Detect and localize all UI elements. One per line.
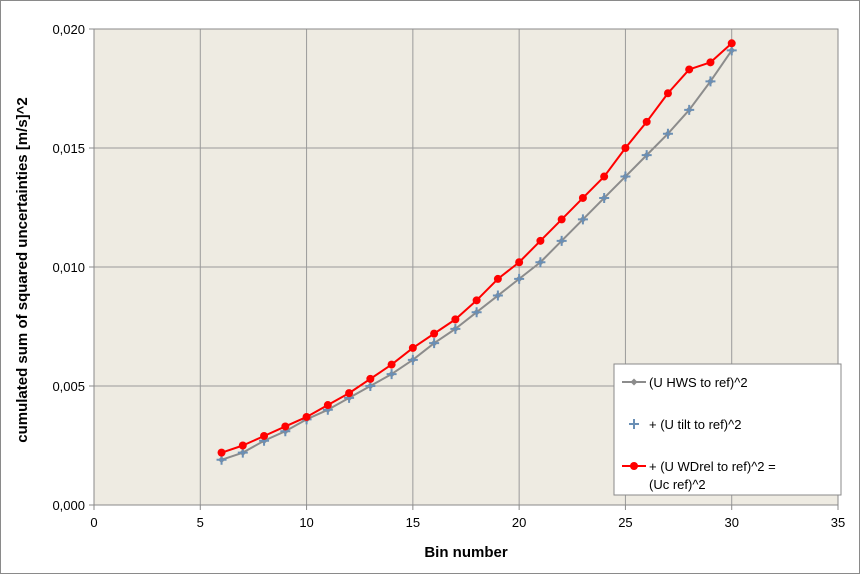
x-tick-label: 10: [299, 515, 313, 530]
series-3-point: [578, 193, 587, 202]
series-3-point: [451, 315, 460, 324]
legend-label: (U HWS to ref)^2: [649, 375, 748, 390]
x-tick-label: 5: [197, 515, 204, 530]
series-3-point: [345, 389, 354, 398]
x-axis-ticks: 0 5 10 15 20 25 30 35: [90, 505, 845, 530]
series-3-point: [387, 360, 396, 369]
series-2-point: [386, 369, 397, 380]
series-3: [217, 39, 736, 457]
series-3-point: [663, 89, 672, 98]
series-3-point: [323, 401, 332, 410]
legend-swatch-marker: [630, 462, 638, 470]
series-3-point: [472, 296, 481, 305]
x-axis-title: Bin number: [424, 544, 507, 561]
legend-swatch-marker: [630, 378, 638, 386]
series-3-point: [685, 65, 694, 74]
legend-item-3: + (U WDrel to ref)^2 = (Uc ref)^2: [622, 459, 776, 492]
x-tick-label: 15: [406, 515, 420, 530]
series-3-point: [366, 374, 375, 383]
y-tick-label: 0,015: [52, 141, 85, 156]
series-3-point: [515, 258, 524, 267]
gridlines: [94, 29, 838, 505]
series-2-point: [514, 273, 525, 284]
series-2-point: [662, 128, 673, 139]
series-2-point: [407, 354, 418, 365]
legend-label: + (U WDrel to ref)^2 =: [649, 459, 776, 474]
series-3-point: [727, 39, 736, 48]
series-2-point: [535, 257, 546, 268]
series-3-point: [621, 144, 630, 152]
series-2-point: [577, 214, 588, 225]
y-tick-label: 0,005: [52, 379, 85, 394]
series-2-point: [429, 338, 440, 349]
legend-item-2: + (U tilt to ref)^2: [629, 417, 741, 432]
x-tick-label: 20: [512, 515, 526, 530]
x-tick-label: 0: [90, 515, 97, 530]
series-3-point: [493, 274, 502, 283]
series-3-point: [600, 172, 609, 181]
y-tick-label: 0,000: [52, 498, 85, 513]
y-axis-title: cumulated sum of squared uncertainties […: [14, 97, 31, 443]
series-2-point: [684, 104, 695, 115]
series-2-point: [471, 307, 482, 318]
series-2-point: [620, 171, 631, 182]
y-tick-label: 0,010: [52, 260, 85, 275]
series-layer: [216, 39, 737, 465]
series-3-point: [557, 215, 566, 224]
legend-label: (Uc ref)^2: [649, 477, 706, 492]
legend-swatch-marker: [629, 419, 639, 429]
series-2-point: [556, 235, 567, 246]
x-tick-label: 25: [618, 515, 632, 530]
legend-item-1: (U HWS to ref)^2: [622, 375, 748, 390]
x-tick-label: 35: [831, 515, 845, 530]
series-3-point: [302, 412, 311, 421]
series-3-point: [281, 422, 290, 431]
series-2-point: [705, 76, 716, 87]
series-3-point: [260, 431, 269, 440]
y-tick-label: 0,020: [52, 22, 85, 37]
legend-label: + (U tilt to ref)^2: [649, 417, 741, 432]
series-2-point: [599, 192, 610, 203]
x-tick-label: 30: [724, 515, 738, 530]
series-2-point: [641, 150, 652, 161]
series-2-point: [492, 290, 503, 301]
series-3-point: [706, 58, 715, 67]
series-3-point: [238, 441, 247, 450]
legend: (U HWS to ref)^2 + (U tilt to ref)^2 + (U …: [613, 363, 842, 496]
y-axis-ticks: 0,000 0,005 0,010 0,015 0,020: [52, 22, 94, 513]
series-3-point: [408, 343, 417, 352]
series-3-point: [642, 117, 651, 126]
series-3-point: [430, 329, 439, 338]
series-2: [216, 45, 737, 465]
legend-box: [613, 363, 842, 496]
series-3-point: [536, 236, 545, 245]
series-3-point: [217, 448, 226, 457]
series-2-point: [450, 323, 461, 334]
